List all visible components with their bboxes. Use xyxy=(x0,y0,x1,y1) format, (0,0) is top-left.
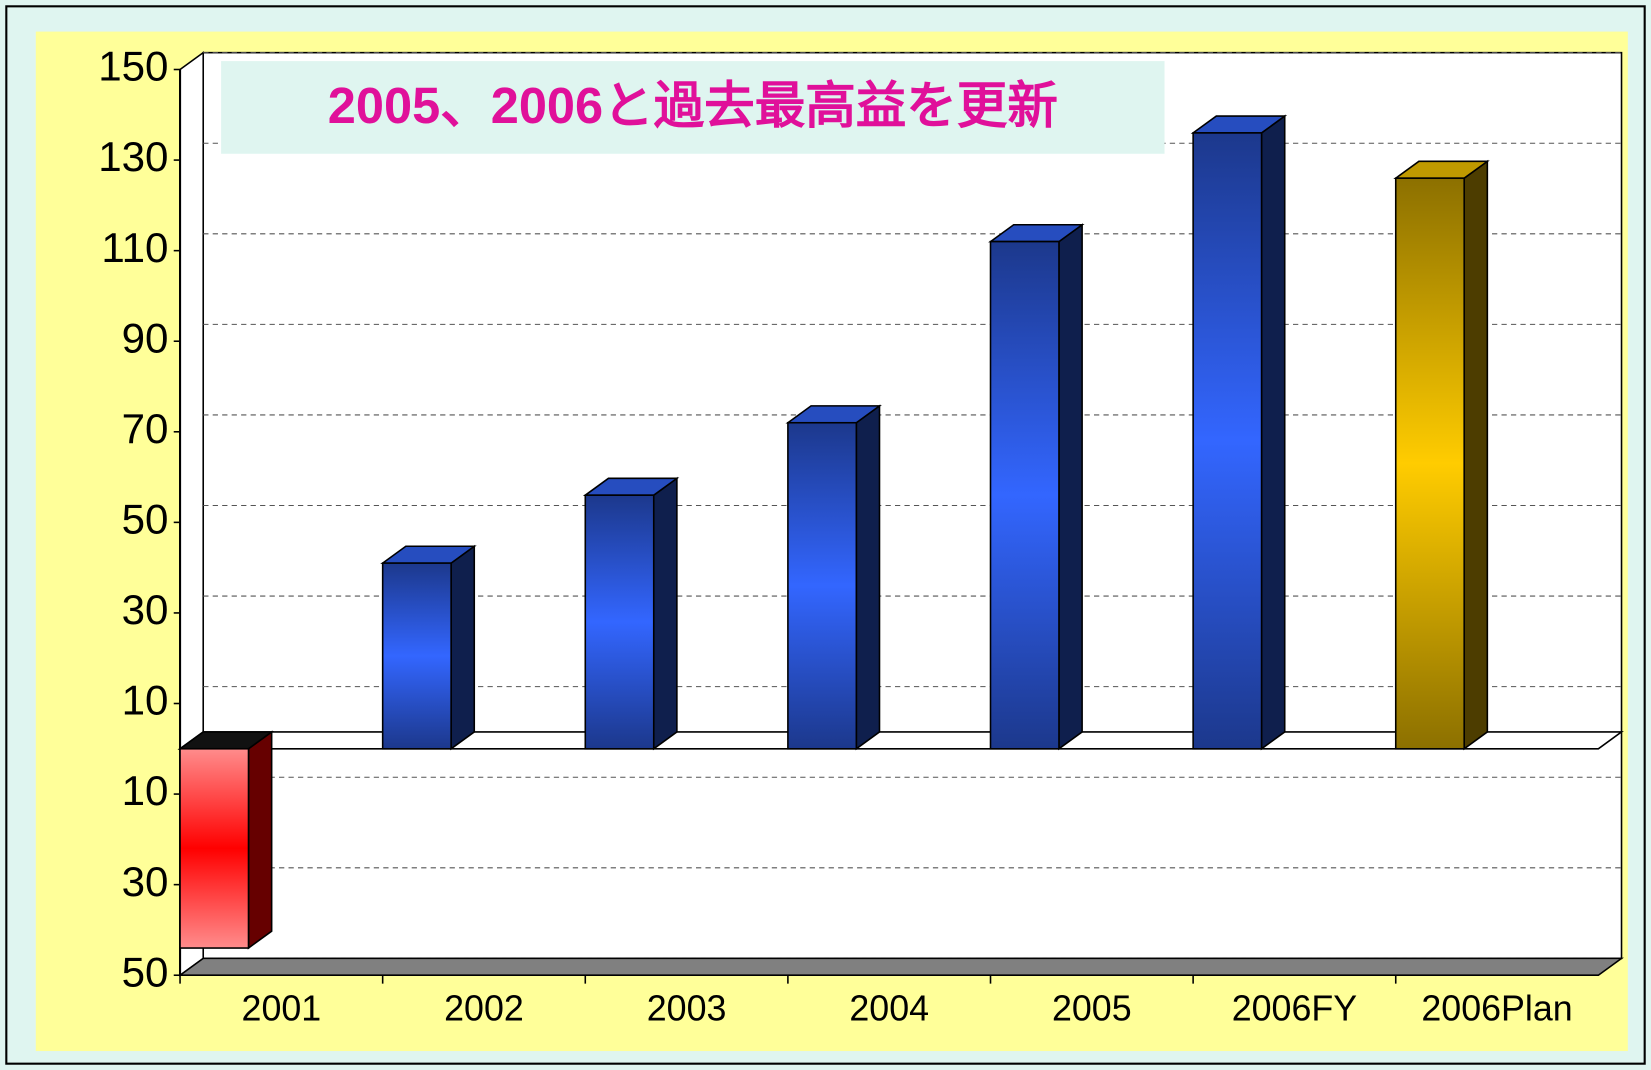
y-tick-label: 130 xyxy=(98,133,168,180)
y-tick-label: 10 xyxy=(122,677,169,724)
bar-side xyxy=(1463,159,1489,751)
bar xyxy=(381,562,452,750)
x-tick-label: 2001 xyxy=(242,988,322,1028)
chart-title: 2005、2006と過去最高益を更新 xyxy=(328,77,1058,134)
bar-side xyxy=(652,476,678,751)
bar-side xyxy=(1260,114,1286,751)
y-tick-label: 70 xyxy=(122,405,169,452)
x-tick-label: 2005 xyxy=(1052,988,1132,1028)
y-tick-label: 110 xyxy=(101,224,168,271)
y-tick-label: 150 xyxy=(98,43,168,90)
y-tick-label: 50 xyxy=(122,948,169,995)
x-tick-label: 2003 xyxy=(647,988,727,1028)
bar-side xyxy=(450,544,476,751)
bar xyxy=(584,494,655,750)
title-box xyxy=(221,61,1165,154)
floor xyxy=(177,957,1624,977)
x-tick-label: 2006FY xyxy=(1232,988,1357,1028)
y-tick-label: 30 xyxy=(122,858,169,905)
outer-border xyxy=(5,5,1646,1065)
bar xyxy=(989,240,1060,750)
y-tick-label: 90 xyxy=(122,314,169,361)
bar xyxy=(787,421,858,750)
bar-side xyxy=(1058,223,1083,751)
y-tick-label: 10 xyxy=(122,767,169,814)
bar-side xyxy=(247,730,273,950)
bar xyxy=(1192,132,1263,750)
x-tick-label: 2002 xyxy=(444,988,524,1028)
y-tick-label: 50 xyxy=(122,495,169,542)
x-tick-label: 2006Plan xyxy=(1421,988,1572,1028)
back-wall xyxy=(202,51,1623,960)
x-tick-label: 2004 xyxy=(849,988,929,1028)
y-tick-label: 30 xyxy=(122,586,169,633)
bar xyxy=(1394,177,1465,750)
bar-side xyxy=(855,404,881,751)
bar xyxy=(179,747,250,949)
